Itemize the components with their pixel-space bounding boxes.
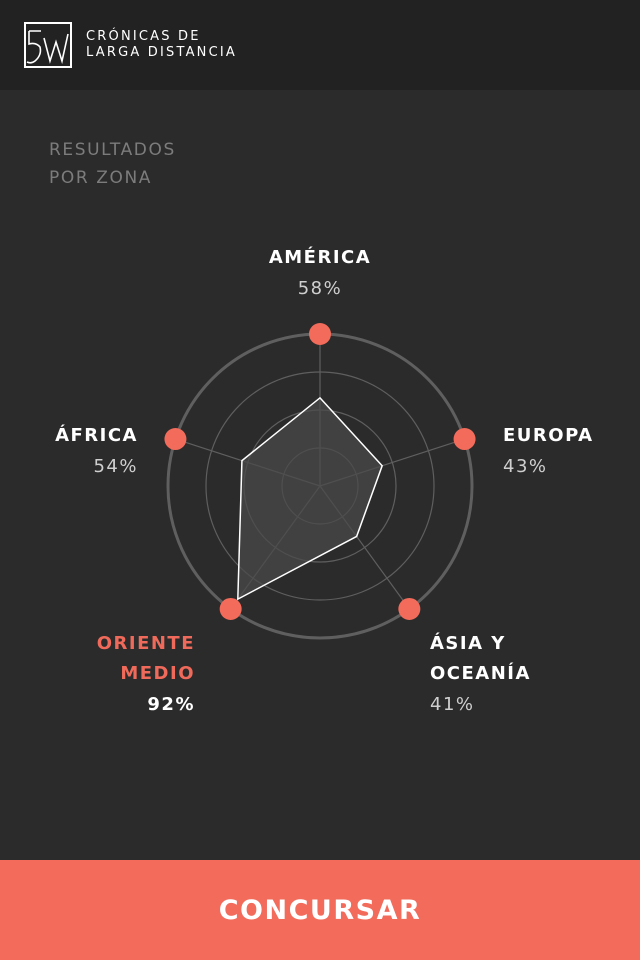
logo-icon[interactable] (24, 22, 72, 68)
zone-percent-africa: 54% (93, 456, 138, 477)
brand-name: CRÓNICAS DE LARGA DISTANCIA (86, 29, 237, 61)
axis-marker-5[interactable] (164, 428, 187, 451)
zone-name-asia-line-1: ÁSIA Y (430, 633, 506, 654)
zone-percent-europa: 43% (503, 456, 548, 477)
zone-label-america[interactable]: AMÉRICA 58% (220, 243, 420, 304)
zone-name-asia-line-2: OCEANÍA (430, 663, 531, 684)
app-header: CRÓNICAS DE LARGA DISTANCIA (0, 0, 640, 90)
axis-marker-2[interactable] (453, 428, 476, 451)
data-polygon (237, 396, 384, 601)
section-title: RESULTADOS POR ZONA (49, 136, 176, 192)
zone-label-asia-oceania[interactable]: ÁSIA Y OCEANÍA 41% (430, 629, 531, 720)
zone-label-europa[interactable]: EUROPA 43% (503, 421, 594, 482)
zone-percent-asia-oceania: 41% (430, 694, 475, 715)
zone-name-america: AMÉRICA (268, 247, 372, 268)
radar-chart (164, 323, 476, 640)
zone-label-oriente-medio[interactable]: ORIENTE MEDIO 92% (60, 629, 195, 720)
brand-line-1: CRÓNICAS DE (86, 29, 201, 44)
axis-marker-1[interactable] (309, 323, 331, 345)
zone-name-europa: EUROPA (503, 425, 594, 446)
axis-marker-3[interactable] (398, 597, 421, 620)
zone-percent-america: 58% (297, 278, 343, 299)
zone-name-oriente-line-1: ORIENTE (96, 633, 195, 654)
section-title-line-1: RESULTADOS (49, 140, 176, 160)
zone-name-africa: ÁFRICA (55, 425, 138, 446)
zone-label-africa[interactable]: ÁFRICA 54% (38, 421, 138, 482)
axis-marker-4[interactable] (219, 597, 242, 620)
zone-percent-oriente-medio: 92% (147, 694, 195, 715)
brand-line-2: LARGA DISTANCIA (86, 45, 238, 60)
section-title-line-2: POR ZONA (49, 168, 153, 188)
concursar-button[interactable]: CONCURSAR (0, 860, 640, 960)
zone-name-oriente-line-2: MEDIO (120, 663, 195, 684)
